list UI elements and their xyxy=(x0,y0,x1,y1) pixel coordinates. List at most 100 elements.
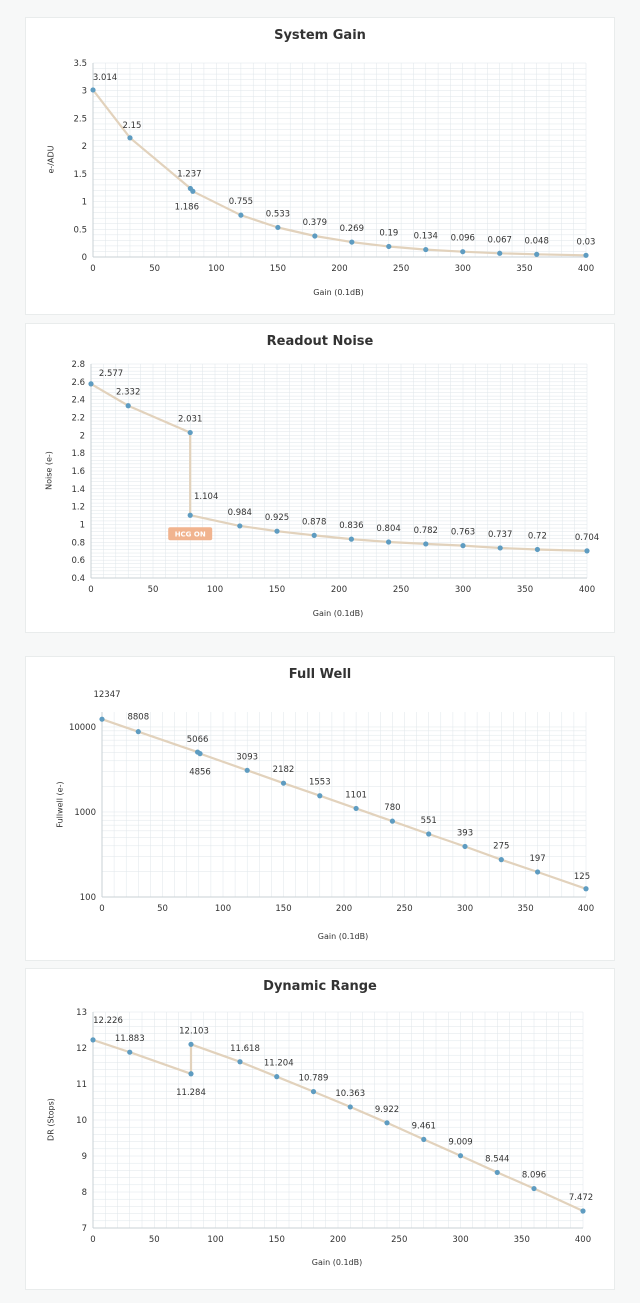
grid-minor xyxy=(92,62,587,258)
x-axis-label: Gain (0.1dB) xyxy=(311,1258,363,1267)
y-tick-label: 2.4 xyxy=(71,396,85,406)
y-tick-label: 11 xyxy=(76,1080,87,1090)
data-label: 0.704 xyxy=(575,533,599,543)
x-tick-label: 50 xyxy=(148,585,159,595)
chart-panel-readout-noise: Readout Noise 0 50 100 150 200 250 300 350 400 0.… xyxy=(25,323,615,633)
data-point xyxy=(275,224,281,231)
x-tick-label: 350 xyxy=(514,1235,530,1245)
data-label: 0.03 xyxy=(577,237,596,247)
x-tick-label: 200 xyxy=(330,1235,346,1245)
y-tick-label: 1.4 xyxy=(71,485,85,495)
data-point xyxy=(312,233,318,239)
data-point xyxy=(127,1049,133,1055)
y-tick-label: 0.6 xyxy=(71,556,85,566)
data-label: 1.237 xyxy=(177,169,201,179)
y-tick-label: 2 xyxy=(82,142,87,152)
data-point xyxy=(125,403,131,409)
data-point xyxy=(353,805,359,812)
data-label: 5066 xyxy=(187,735,209,745)
data-label: 9.922 xyxy=(375,1105,399,1115)
data-label: 780 xyxy=(384,803,400,813)
data-label: 1.104 xyxy=(194,492,218,502)
data-label: 0.763 xyxy=(451,528,475,538)
data-point xyxy=(389,818,395,824)
data-point xyxy=(497,545,503,551)
data-point xyxy=(462,843,468,850)
data-label: 125 xyxy=(574,872,590,882)
data-label: 11.883 xyxy=(115,1034,145,1044)
y-tick-label: 1 xyxy=(80,521,85,531)
data-label: 10.363 xyxy=(335,1089,365,1099)
data-label: 12.103 xyxy=(179,1026,209,1036)
data-point xyxy=(457,1153,464,1159)
grid-minor xyxy=(101,712,587,898)
x-tick-label: 400 xyxy=(578,904,594,914)
x-tick-label: 150 xyxy=(269,585,285,595)
data-point xyxy=(423,541,429,547)
data-label: 2.332 xyxy=(116,388,140,398)
data-label: 0.878 xyxy=(302,517,326,527)
data-point xyxy=(580,1208,586,1214)
x-tick-label: 250 xyxy=(393,264,409,274)
data-point xyxy=(237,1059,243,1065)
x-tick-label: 300 xyxy=(455,264,471,274)
y-tick-label: 3.5 xyxy=(73,59,87,69)
data-point xyxy=(584,548,590,554)
data-point xyxy=(88,381,94,387)
y-tick-label: 1.6 xyxy=(71,467,85,477)
data-point xyxy=(135,729,141,735)
data-label: 0.067 xyxy=(488,235,512,245)
y-axis-label: Fullwell (e-) xyxy=(55,780,65,828)
y-axis-label: e-/ADU xyxy=(46,145,56,174)
x-tick-label: 350 xyxy=(517,904,533,914)
data-label: 9.461 xyxy=(412,1121,436,1131)
data-point xyxy=(498,857,504,863)
x-tick-label: 50 xyxy=(149,1235,160,1245)
data-point xyxy=(494,1169,500,1176)
y-tick-label: 2 xyxy=(80,431,85,441)
data-point xyxy=(311,532,317,538)
data-label: 12.226 xyxy=(93,1016,123,1026)
data-label: 2.031 xyxy=(178,415,202,425)
x-tick-label: 100 xyxy=(207,585,223,595)
y-tick-label: 0 xyxy=(82,253,87,263)
data-point xyxy=(127,135,133,141)
data-point xyxy=(90,1037,96,1043)
y-tick-label: 12 xyxy=(76,1044,87,1054)
data-point xyxy=(348,536,354,542)
data-label: 0.755 xyxy=(229,197,253,207)
chart-svg: 0 50 100 150 200 250 300 350 400 0 0.5 1 1.5 2 2.5 3 3.5… xyxy=(73,59,596,274)
y-tick-label: 0.8 xyxy=(71,538,85,548)
data-point xyxy=(197,751,203,757)
grid-minor xyxy=(90,363,588,579)
data-point xyxy=(531,1185,537,1192)
y-tick-label: 2.8 xyxy=(71,360,85,370)
data-label: 0.984 xyxy=(228,508,252,518)
x-tick-label: 250 xyxy=(396,904,412,914)
data-point xyxy=(460,543,466,549)
x-tick-label: 350 xyxy=(516,264,532,274)
data-point xyxy=(386,539,392,545)
y-axis-label: Noise (e-) xyxy=(44,451,54,490)
chart-panel-full-well: Full Well 0 50 100 150 200 250 300 350 400 100 100… xyxy=(25,656,615,961)
data-point xyxy=(426,831,432,837)
x-tick-label: 250 xyxy=(391,1235,407,1245)
series-line xyxy=(92,1038,584,1212)
data-label: 10.789 xyxy=(299,1074,329,1084)
x-tick-label: 0 xyxy=(88,585,93,595)
x-tick-label: 300 xyxy=(452,1235,468,1245)
data-point xyxy=(238,212,244,218)
data-label: 11.618 xyxy=(230,1044,260,1054)
chart-title: System Gain xyxy=(274,28,366,43)
x-tick-label: 400 xyxy=(579,585,595,595)
data-point xyxy=(534,546,540,553)
data-label: 1101 xyxy=(345,790,367,800)
x-tick-label: 100 xyxy=(208,264,224,274)
x-tick-label: 0 xyxy=(90,1235,95,1245)
data-label: 1.186 xyxy=(175,202,199,212)
data-point xyxy=(187,429,193,436)
data-label: 275 xyxy=(493,842,509,852)
data-label: 0.836 xyxy=(339,521,363,531)
grid-minor xyxy=(92,1011,584,1229)
x-tick-label: 350 xyxy=(517,585,533,595)
